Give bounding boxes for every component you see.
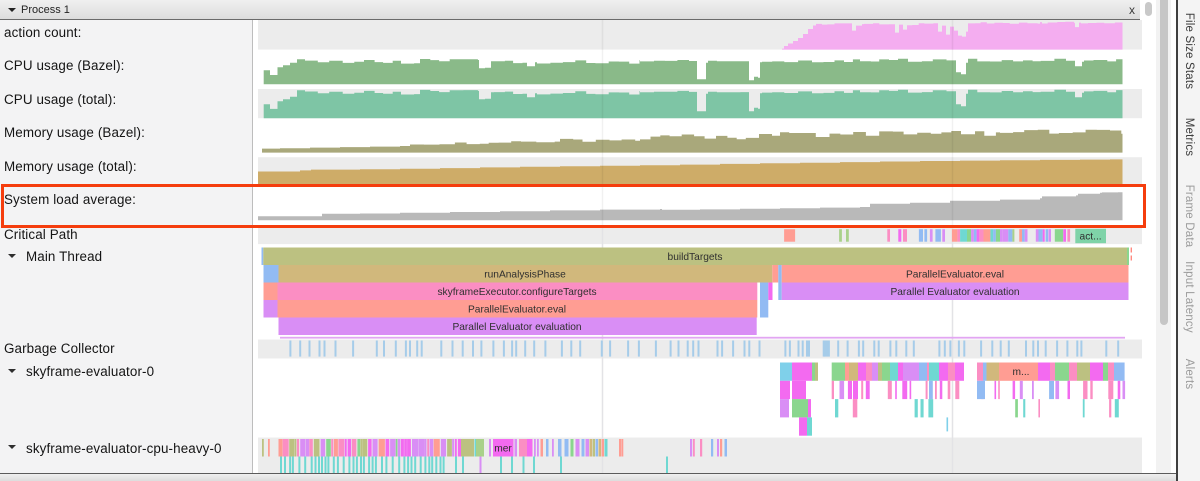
svg-text:ParallelEvaluator.eval: ParallelEvaluator.eval <box>906 270 1004 281</box>
svg-text:buildTargets: buildTargets <box>668 252 723 263</box>
svg-text:skyframeExecutor.configureTarg: skyframeExecutor.configureTargets <box>437 287 596 298</box>
svg-text:Parallel Evaluator evaluation: Parallel Evaluator evaluation <box>452 322 581 333</box>
svg-text:m...: m... <box>1013 367 1030 378</box>
svg-text:Parallel Evaluator evaluation: Parallel Evaluator evaluation <box>890 287 1019 298</box>
svg-text:ParallelEvaluator.eval: ParallelEvaluator.eval <box>468 305 566 316</box>
svg-text:act...: act... <box>1080 232 1102 243</box>
svg-text:mer: mer <box>494 444 512 455</box>
svg-text:runAnalysisPhase: runAnalysisPhase <box>484 270 566 281</box>
